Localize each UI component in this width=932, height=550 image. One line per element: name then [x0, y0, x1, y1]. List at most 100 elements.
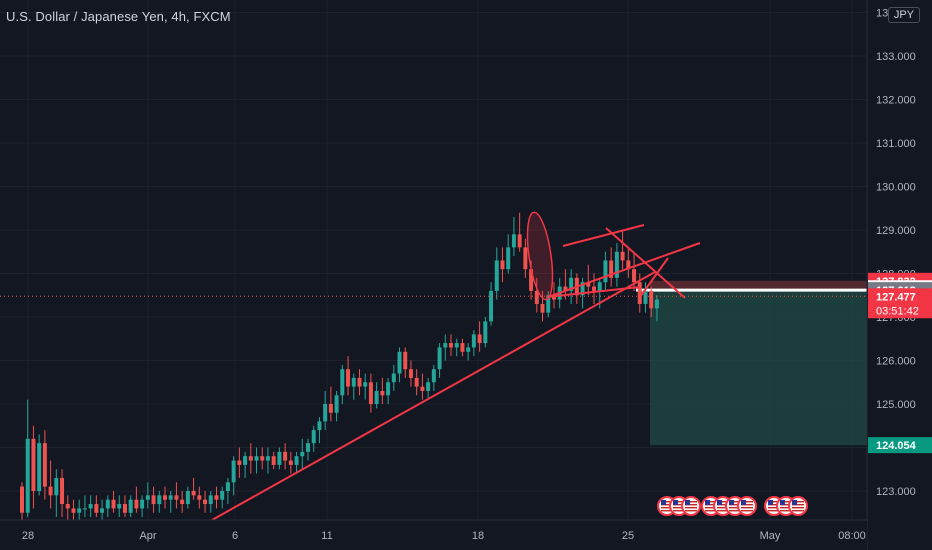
candle-body [122, 504, 127, 513]
time-tick-label: 11 [321, 530, 332, 542]
us-flag-icon[interactable] [681, 496, 701, 516]
candle [477, 321, 482, 352]
time-axis[interactable]: 28 Apr 6 11 18 25 May 08:00 [0, 519, 867, 550]
flag-stripe [741, 507, 753, 509]
candle [288, 451, 293, 474]
candle [500, 247, 505, 283]
candle [346, 356, 351, 396]
candle-body [637, 282, 642, 304]
candle [248, 443, 253, 474]
candle-body [288, 460, 293, 465]
time-tick-label: 18 [472, 530, 484, 542]
ellipse-annotation[interactable] [523, 211, 557, 301]
candle [311, 425, 316, 452]
candle [48, 460, 53, 509]
candle [620, 230, 625, 270]
flag-stripe [661, 504, 673, 506]
candle [323, 390, 328, 431]
flag-stripe [705, 510, 717, 512]
candle [351, 373, 356, 400]
candle [231, 456, 236, 496]
trendline[interactable] [605, 227, 686, 299]
us-flag-icon[interactable] [788, 496, 808, 516]
flag-stripe [780, 507, 792, 509]
trendline[interactable] [639, 257, 669, 298]
candle [403, 347, 408, 378]
candle [506, 234, 511, 274]
candle [408, 360, 413, 387]
candle [151, 486, 156, 513]
candle-body [626, 260, 631, 270]
flag-stripe [685, 510, 697, 512]
candle [386, 377, 391, 404]
flag-stripe [768, 510, 780, 512]
candle-body [294, 456, 299, 465]
candle-body [614, 251, 619, 278]
trendline[interactable] [562, 224, 645, 247]
candle-body [128, 499, 133, 513]
flag-circle [681, 496, 701, 516]
candle-body [454, 343, 459, 348]
candle-body [632, 269, 637, 283]
candle-body [157, 495, 162, 505]
candle [374, 382, 379, 409]
candle-body [100, 508, 105, 513]
candle [203, 491, 208, 513]
candle-body [48, 486, 53, 496]
candle [569, 269, 574, 304]
candle-body [42, 443, 47, 487]
us-flag-icon[interactable] [737, 496, 757, 516]
candle-body [408, 369, 413, 378]
candle-body [77, 508, 82, 513]
flag-stripe [717, 507, 729, 509]
currency-button[interactable]: JPY [887, 7, 920, 23]
candle-body [214, 495, 219, 500]
candle [191, 477, 196, 500]
candle [380, 377, 385, 404]
flag-canton [768, 500, 773, 505]
price-tick-label: 130.000 [876, 182, 916, 194]
flag-stripe [685, 507, 697, 509]
candle [643, 282, 648, 313]
flag-stripe [717, 501, 729, 503]
candle-body [357, 377, 362, 387]
candle-body [363, 382, 368, 387]
economic-events[interactable] [657, 496, 808, 516]
trendline[interactable] [211, 271, 656, 521]
candle [71, 499, 76, 522]
candle [283, 443, 288, 470]
candle [334, 390, 339, 422]
price-tick-label: 132.000 [876, 95, 916, 107]
candle [145, 482, 150, 509]
flag-stripe [661, 510, 673, 512]
candle-body [37, 443, 42, 491]
candle [25, 399, 30, 518]
candle [94, 495, 99, 518]
candle [111, 491, 116, 513]
candle [105, 495, 110, 518]
candle-body [54, 477, 59, 496]
candle [82, 495, 87, 518]
candle [534, 277, 539, 313]
candle-body [489, 290, 494, 322]
candle [220, 486, 225, 509]
flag-stripe [717, 510, 729, 512]
candle-body [546, 295, 551, 313]
candle-body [197, 495, 202, 500]
candle [237, 447, 242, 478]
candle [614, 243, 619, 287]
candle-body [426, 382, 431, 391]
flag-canton [685, 500, 690, 505]
candle [471, 330, 476, 357]
candle [225, 477, 230, 505]
flag-stripe [780, 504, 792, 506]
candle-body [471, 334, 476, 348]
candle [60, 469, 65, 518]
candle [649, 286, 654, 317]
trend-drawings[interactable] [211, 211, 701, 521]
flag-canton [741, 500, 746, 505]
trendline[interactable] [546, 286, 641, 298]
trendline[interactable] [547, 242, 701, 298]
target-price-label-bg [868, 437, 932, 454]
